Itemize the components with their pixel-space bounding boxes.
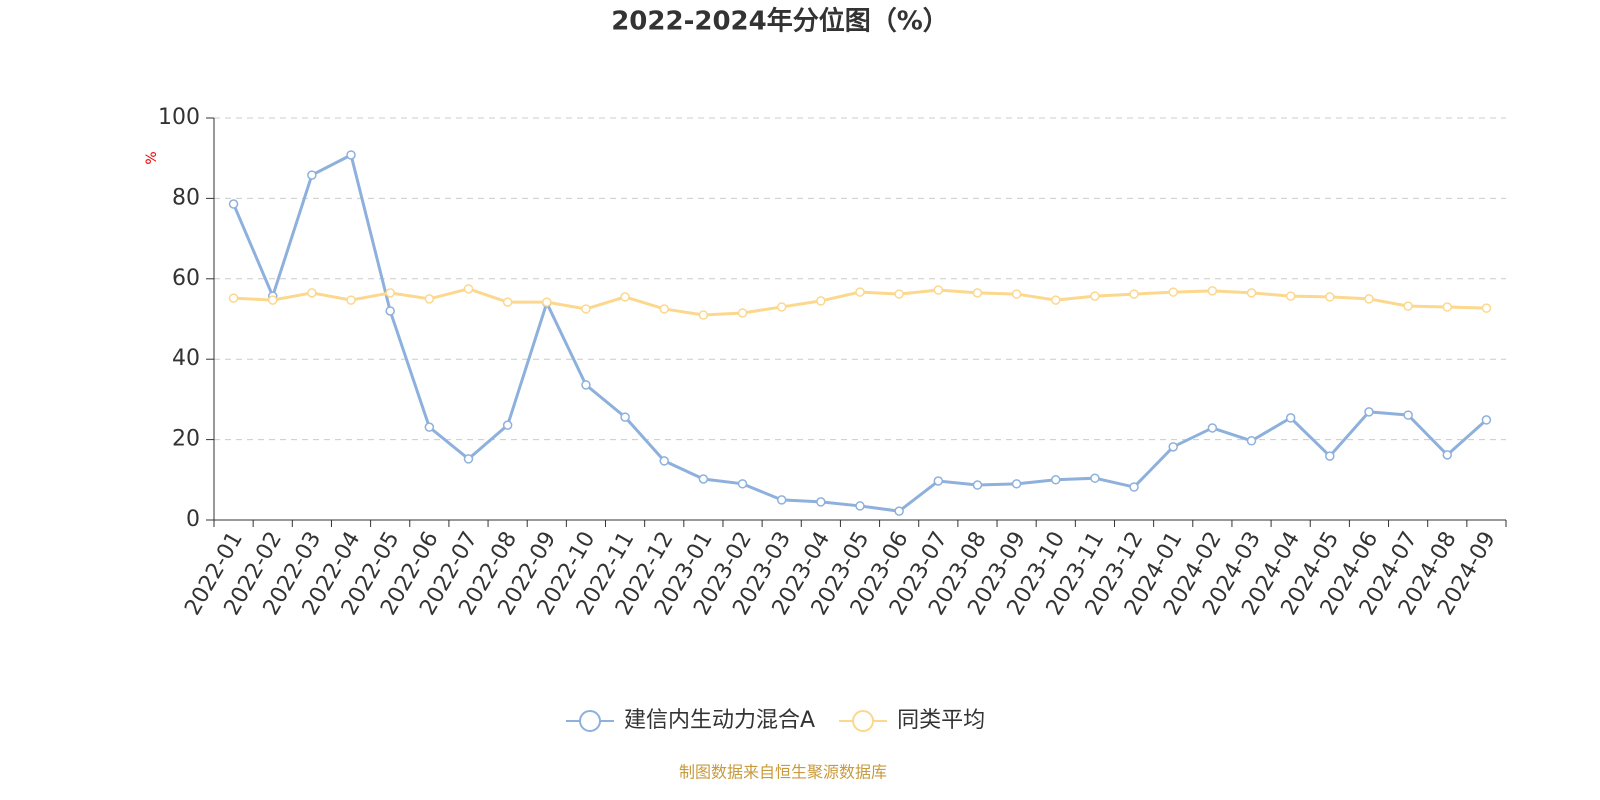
- data-point: [1090, 291, 1100, 301]
- data-point: [1481, 303, 1492, 313]
- data-point: [1051, 475, 1061, 485]
- data-point: [1051, 295, 1061, 305]
- data-point: [346, 295, 356, 305]
- data-point: [776, 495, 787, 505]
- data-point: [776, 302, 787, 312]
- data-point: [1403, 410, 1413, 420]
- y-tick-label: 0: [186, 507, 200, 532]
- data-point: [894, 289, 904, 299]
- data-point: [816, 497, 826, 507]
- data-point: [1481, 415, 1492, 425]
- data-point: [1285, 291, 1296, 301]
- data-point: [1129, 482, 1139, 492]
- data-point: [228, 199, 239, 209]
- y-tick-label: 80: [172, 185, 200, 210]
- legend-item: 同类平均: [839, 708, 985, 733]
- data-point: [267, 295, 278, 305]
- data-point: [1364, 407, 1374, 417]
- data-point: [620, 412, 630, 422]
- data-point: [1325, 451, 1335, 461]
- legend-item: 建信内生动力混合A: [566, 708, 815, 733]
- data-point: [855, 287, 865, 297]
- data-point: [933, 476, 944, 486]
- data-point: [581, 304, 591, 314]
- y-tick-label: 20: [172, 427, 200, 452]
- y-tick-label: 40: [172, 346, 200, 371]
- data-point: [307, 170, 317, 180]
- data-point: [1168, 442, 1178, 452]
- data-point: [737, 308, 748, 318]
- data-point: [620, 292, 630, 302]
- data-point: [542, 297, 552, 307]
- legend-marker: [579, 710, 601, 732]
- data-point: [581, 380, 591, 390]
- data-point: [1285, 413, 1296, 423]
- series-line: [232, 152, 1488, 513]
- y-tick-label: 60: [172, 266, 200, 291]
- data-point: [502, 420, 513, 430]
- data-point: [1090, 473, 1100, 483]
- data-point: [346, 150, 356, 160]
- data-point: [1207, 423, 1218, 433]
- data-point: [1246, 436, 1257, 446]
- data-point: [307, 288, 317, 298]
- data-point: [737, 479, 748, 489]
- data-point: [1364, 294, 1374, 304]
- data-point: [424, 294, 435, 304]
- data-point: [1011, 289, 1022, 299]
- chart-title: 2022-2024年分位图（%）: [611, 6, 949, 37]
- data-point: [1442, 302, 1453, 312]
- data-point: [933, 285, 944, 295]
- data-point: [424, 422, 435, 432]
- data-point: [1246, 288, 1257, 298]
- legend-label: 建信内生动力混合A: [624, 708, 815, 733]
- data-point: [855, 501, 865, 511]
- data-point: [972, 288, 983, 298]
- data-point: [816, 296, 826, 306]
- data-point: [659, 304, 669, 314]
- data-point: [1168, 287, 1178, 297]
- data-point: [1325, 292, 1335, 302]
- data-point: [463, 454, 474, 464]
- data-point: [502, 297, 513, 307]
- data-point: [659, 456, 669, 466]
- data-point: [894, 506, 904, 516]
- data-point: [463, 284, 474, 294]
- data-point: [1442, 450, 1453, 460]
- data-point: [228, 293, 239, 303]
- y-axis-label: %: [144, 151, 160, 164]
- data-point: [698, 310, 709, 320]
- data-point: [385, 306, 395, 316]
- legend-marker: [852, 710, 875, 732]
- data-point: [1129, 289, 1139, 299]
- data-point: [1011, 479, 1022, 489]
- data-point: [1403, 301, 1413, 311]
- data-point: [698, 474, 709, 484]
- y-tick-label: 100: [158, 105, 200, 130]
- data-point: [972, 480, 983, 490]
- source-note: 制图数据来自恒生聚源数据库: [679, 763, 887, 782]
- data-point: [385, 288, 395, 298]
- legend-label: 同类平均: [897, 708, 985, 733]
- data-point: [1207, 286, 1218, 296]
